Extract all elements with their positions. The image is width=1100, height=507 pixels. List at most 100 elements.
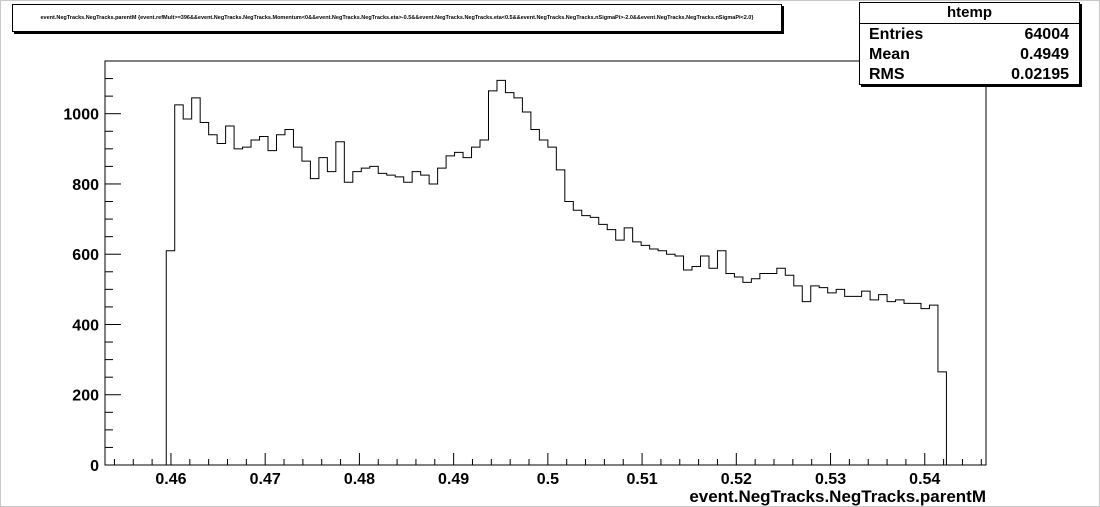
histogram-outline xyxy=(165,79,947,465)
stats-rms-value: 0.02195 xyxy=(1011,66,1069,83)
histogram-bin xyxy=(421,175,429,465)
histogram-bin xyxy=(785,275,793,465)
x-tick-label: 0.52 xyxy=(721,471,752,488)
histogram-bin xyxy=(302,161,310,465)
histogram-bin xyxy=(590,217,598,465)
y-tick-label: 400 xyxy=(72,317,99,334)
histogram-bin xyxy=(268,151,276,465)
histogram-bin xyxy=(751,279,759,465)
histogram-bin xyxy=(183,119,191,465)
histogram-bin xyxy=(599,224,607,465)
histogram-bin xyxy=(616,240,624,465)
x-tick-label: 0.51 xyxy=(627,471,658,488)
histogram-bin xyxy=(217,144,225,465)
histogram-bin xyxy=(463,158,471,465)
histogram-bin xyxy=(497,80,505,465)
histogram-bin xyxy=(166,251,174,465)
histogram-bin xyxy=(607,230,615,465)
histogram-bin xyxy=(200,122,208,465)
histogram-bin xyxy=(514,98,522,465)
histogram-bin xyxy=(692,267,700,465)
stats-entries-value: 64004 xyxy=(1024,26,1070,43)
x-tick-label: 0.5 xyxy=(537,471,559,488)
histogram-bin xyxy=(573,210,581,465)
histogram-bin xyxy=(913,303,921,465)
histogram-bin xyxy=(675,256,683,465)
histogram-bin xyxy=(743,282,751,465)
histogram-bin xyxy=(344,182,352,465)
histogram-bin xyxy=(921,309,929,465)
histogram-bin xyxy=(404,182,412,465)
histogram-bin xyxy=(896,300,904,465)
stats-histogram-name: htemp xyxy=(860,3,1079,24)
histogram-bin xyxy=(853,296,861,465)
stats-box: htemp Entries 64004 Mean 0.4949 RMS 0.02… xyxy=(859,2,1080,85)
stats-row-rms: RMS 0.02195 xyxy=(860,64,1079,84)
histogram-bin xyxy=(870,300,878,465)
histogram-bin xyxy=(904,303,912,465)
y-tick-label: 0 xyxy=(90,458,99,475)
histogram-bin xyxy=(726,274,734,465)
histogram-bin xyxy=(734,277,742,465)
histogram-bin xyxy=(777,268,785,465)
histogram-bin xyxy=(522,112,530,465)
histogram-bin xyxy=(862,291,870,465)
histogram-bin xyxy=(336,142,344,465)
histogram-bin xyxy=(582,216,590,465)
stats-row-entries: Entries 64004 xyxy=(860,24,1079,44)
histogram-bin xyxy=(412,172,420,465)
histogram-bin xyxy=(378,173,386,465)
histogram-bin xyxy=(717,251,725,465)
x-tick-label: 0.46 xyxy=(155,471,186,488)
histogram-bin xyxy=(802,302,810,465)
histogram-bin xyxy=(353,172,361,465)
histogram-bin xyxy=(845,296,853,465)
stats-mean-label: Mean xyxy=(869,46,910,63)
histogram-title: event.NegTracks.NegTracks.parentM {event… xyxy=(40,15,754,21)
stats-mean-value: 0.4949 xyxy=(1020,46,1069,63)
y-tick-label: 200 xyxy=(72,388,99,405)
histogram-bin xyxy=(395,177,403,465)
histogram-bin xyxy=(251,140,259,465)
histogram-bin xyxy=(684,270,692,465)
histogram-bin xyxy=(285,130,293,465)
histogram-bin xyxy=(472,147,480,465)
histogram-bin xyxy=(370,166,378,465)
histogram-bin xyxy=(565,202,573,465)
histogram-bin xyxy=(446,156,454,465)
histogram-bin xyxy=(760,274,768,465)
stats-entries-label: Entries xyxy=(869,26,924,43)
histogram-bin xyxy=(455,152,463,465)
histogram-bin xyxy=(811,286,819,465)
histogram-bin xyxy=(819,288,827,465)
histogram-bin xyxy=(480,140,488,465)
histogram-bin xyxy=(175,105,183,465)
x-axis-label: event.NegTracks.NegTracks.parentM xyxy=(689,487,986,506)
histogram-bin xyxy=(226,126,234,465)
histogram-bin xyxy=(887,302,895,465)
histogram-bin xyxy=(938,372,946,465)
histogram-bin xyxy=(192,98,200,465)
histogram-bin xyxy=(794,286,802,465)
histogram-bin xyxy=(429,184,437,465)
histogram-bin xyxy=(387,175,395,465)
histogram-bin xyxy=(234,149,242,465)
histogram-bin xyxy=(768,274,776,465)
histogram-bin xyxy=(700,256,708,465)
histogram-bin xyxy=(929,305,937,465)
stats-rms-label: RMS xyxy=(869,66,905,83)
histogram-bin xyxy=(641,245,649,465)
histogram-bin xyxy=(633,242,641,465)
histogram-bin xyxy=(488,91,496,465)
plot-frame xyxy=(104,60,987,466)
histogram-bin xyxy=(310,179,318,465)
histogram-bin xyxy=(667,254,675,465)
histogram-bin xyxy=(709,268,717,465)
histogram-bin xyxy=(260,137,268,465)
histogram-bin xyxy=(505,93,513,465)
histogram-bin xyxy=(243,147,251,465)
histogram-bin xyxy=(650,249,658,465)
y-tick-label: 800 xyxy=(72,177,99,194)
histogram-bin xyxy=(548,147,556,465)
